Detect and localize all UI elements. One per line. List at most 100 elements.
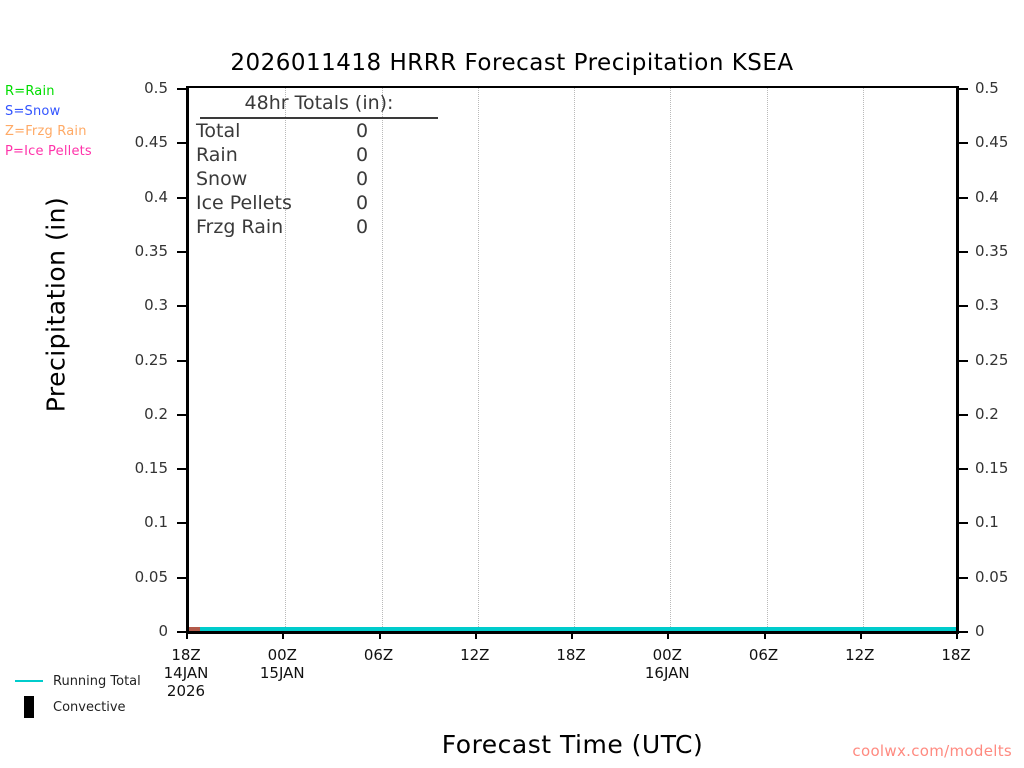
totals-label-total: Total <box>196 120 241 142</box>
legend-label-convective: Convective <box>53 699 126 715</box>
totals-row: Rain 0 <box>196 144 436 167</box>
y-axis-tick-label-right: 0.1 <box>975 513 999 532</box>
y-axis-tick-label-left: 0.2 <box>144 404 168 423</box>
y-axis-tick-left <box>177 522 186 525</box>
y-axis-tick-right <box>959 468 968 471</box>
y-axis-tick-label-right: 0.25 <box>975 350 1009 369</box>
x-axis-tick-label: 12Z <box>460 646 490 664</box>
legend-label-running-total: Running Total <box>53 673 141 689</box>
totals-value-rain: 0 <box>356 144 369 166</box>
x-axis-tick-label: 18Z <box>941 646 971 664</box>
plot-area <box>186 86 959 634</box>
y-axis-tick-label-right: 0.2 <box>975 404 999 423</box>
y-axis-tick-label-right: 0.5 <box>975 79 999 97</box>
y-axis-tick-label-left: 0.05 <box>134 567 168 586</box>
gridline-vertical <box>766 88 768 631</box>
phase-legend-item-frzg-rain: Z=Frzg Rain <box>5 124 87 139</box>
y-axis-tick-label-left: 0.25 <box>134 350 168 369</box>
y-axis-tick-label-left: 0.4 <box>144 187 168 206</box>
legend-entry-convective: Convective <box>12 694 141 720</box>
series-segment-convective <box>189 627 200 631</box>
totals-value-snow: 0 <box>356 168 369 190</box>
totals-label-snow: Snow <box>196 168 248 190</box>
y-axis-tick-label-left: 0.1 <box>144 513 168 532</box>
y-axis-tick-label-right: 0.3 <box>975 296 999 315</box>
y-axis-tick-label-left: 0 <box>158 622 168 640</box>
x-axis-title: Forecast Time (UTC) <box>441 730 704 759</box>
y-axis-tick-left <box>177 88 186 90</box>
y-axis-tick-left <box>177 359 186 362</box>
y-axis-tick-label-left: 0.15 <box>134 459 168 478</box>
x-axis-tick-label: 18Z 14JAN 2026 <box>163 646 209 700</box>
phase-legend-item-snow: S=Snow <box>5 104 61 119</box>
y-axis-tick-right <box>959 576 968 579</box>
y-axis-tick-left <box>177 250 186 253</box>
y-axis-tick-right <box>959 88 968 90</box>
y-axis-tick-right <box>959 631 968 633</box>
totals-label-frzg-rain: Frzg Rain <box>196 216 284 238</box>
totals-row: Total 0 <box>196 120 436 143</box>
totals-heading: 48hr Totals (in): <box>200 92 438 119</box>
y-axis-tick-left <box>177 468 186 471</box>
gridline-vertical <box>285 88 287 631</box>
x-axis-tick <box>859 631 862 639</box>
y-axis-tick-label-left: 0.35 <box>134 241 168 260</box>
totals-value-total: 0 <box>356 120 369 142</box>
y-axis-tick-left <box>177 413 186 416</box>
legend-entry-running-total: Running Total <box>12 668 141 694</box>
precip-phase-legend: R=Rain S=Snow Z=Frzg Rain P=Ice Pellets <box>5 82 92 162</box>
watermark: coolwx.com/modelts <box>852 742 1012 760</box>
x-axis-tick <box>186 631 188 639</box>
bar-swatch-icon <box>24 696 34 718</box>
y-axis-tick-right <box>959 359 968 362</box>
gridline-vertical <box>574 88 575 631</box>
x-axis-tick-label: 12Z <box>845 646 875 664</box>
y-axis-tick-right <box>959 413 968 416</box>
y-axis-tick-right <box>959 142 968 145</box>
y-axis-tick-right <box>959 250 968 253</box>
x-axis-tick-label: 00Z 16JAN <box>644 646 690 682</box>
totals-value-ice-pellets: 0 <box>356 192 369 214</box>
totals-box: 48hr Totals (in): Total 0 Rain 0 Snow 0 … <box>196 92 466 239</box>
line-swatch-icon <box>15 680 43 682</box>
gridline-vertical <box>862 88 864 631</box>
phase-legend-item-rain: R=Rain <box>5 84 55 99</box>
x-axis-tick <box>571 631 573 639</box>
totals-row: Ice Pellets 0 <box>196 192 436 215</box>
gridline-vertical <box>381 88 383 631</box>
y-axis-tick-right <box>959 196 968 199</box>
y-axis-tick-label-right: 0.15 <box>975 459 1009 478</box>
y-axis-tick-label-right: 0.45 <box>975 133 1009 152</box>
y-axis-tick-label-right: 0 <box>975 622 985 640</box>
y-axis-tick-left <box>177 631 186 633</box>
phase-legend-item-ice-pellets: P=Ice Pellets <box>5 144 92 159</box>
y-axis-tick-left <box>177 142 186 145</box>
totals-label-rain: Rain <box>196 144 238 166</box>
y-axis-tick-label-left: 0.45 <box>134 133 168 152</box>
totals-label-ice-pellets: Ice Pellets <box>196 192 292 214</box>
x-axis-tick-label: 00Z 15JAN <box>259 646 305 682</box>
totals-value-frzg-rain: 0 <box>356 216 369 238</box>
y-axis-tick-left <box>177 196 186 199</box>
series-line-running-total <box>189 627 956 631</box>
x-axis-tick <box>282 631 285 639</box>
x-axis-tick-label: 06Z <box>748 646 779 664</box>
x-axis-tick-label: 18Z <box>556 646 586 664</box>
y-axis-tick-right <box>959 305 968 308</box>
y-axis-tick-left <box>177 576 186 579</box>
x-axis-tick <box>956 631 958 639</box>
gridline-vertical <box>670 88 672 631</box>
x-axis-tick <box>378 631 381 639</box>
totals-row: Snow 0 <box>196 168 436 191</box>
x-axis-tick <box>763 631 766 639</box>
totals-row: Frzg Rain 0 <box>196 216 436 239</box>
x-axis-tick <box>667 631 670 639</box>
y-axis-tick-label-right: 0.4 <box>975 187 999 206</box>
page-title: 2026011418 HRRR Forecast Precipitation K… <box>230 50 794 76</box>
y-axis-tick-label-right: 0.35 <box>975 241 1009 260</box>
y-axis-tick-label-left: 0.5 <box>144 79 168 97</box>
x-axis-tick-label: 06Z <box>363 646 394 664</box>
x-axis-tick <box>474 631 477 639</box>
series-legend: Running Total Convective <box>12 668 141 720</box>
y-axis-title: Precipitation (in) <box>41 196 71 413</box>
